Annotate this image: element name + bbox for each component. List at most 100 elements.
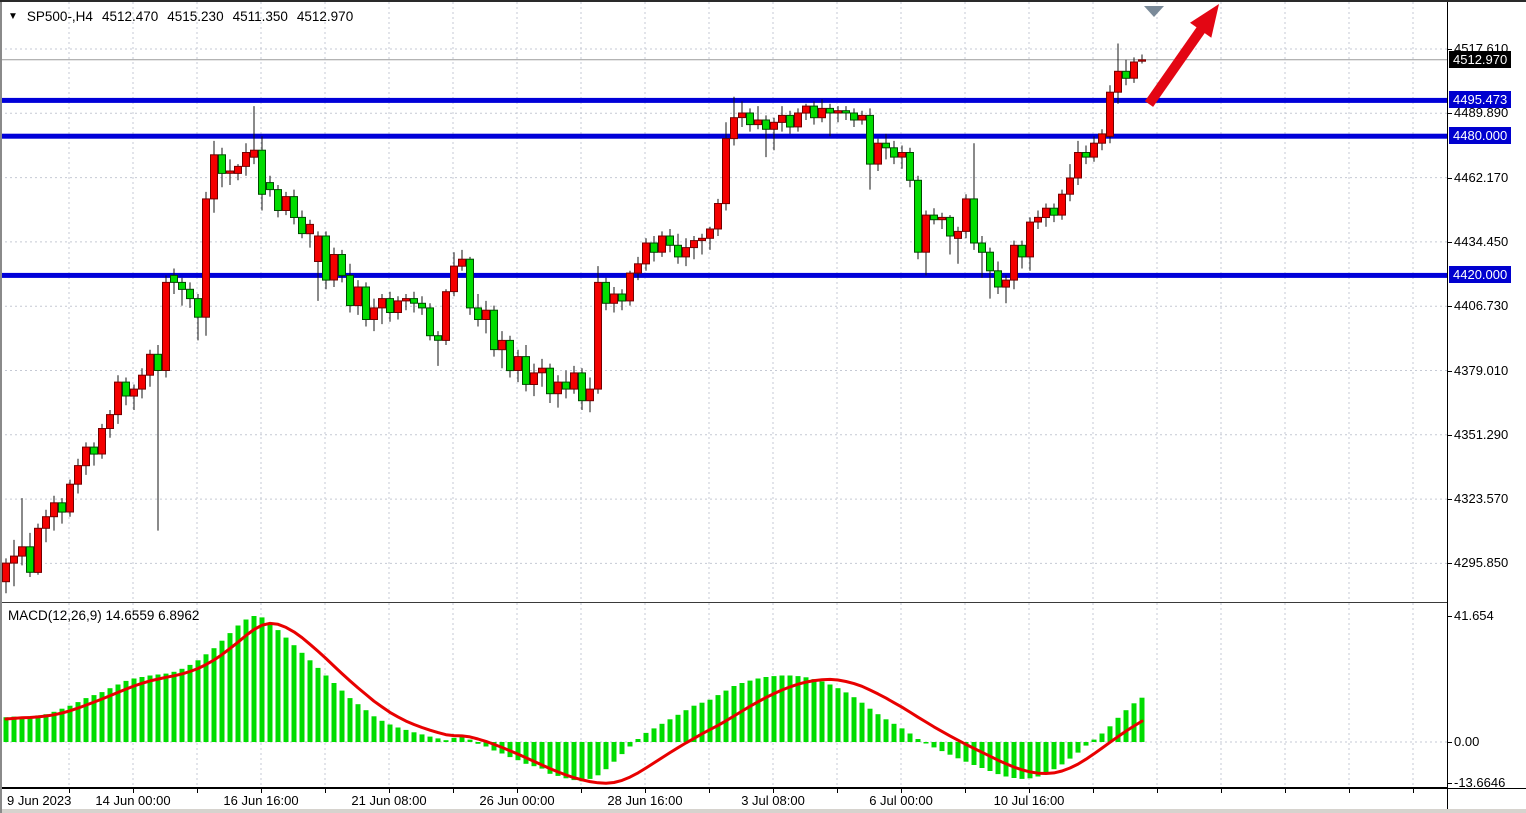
symbol-dropdown-icon[interactable]: ▼ — [8, 11, 18, 22]
candle-bullish — [146, 353, 154, 376]
macd-histogram-bar — [683, 710, 689, 742]
candle-bullish — [402, 298, 410, 302]
macd-axis-label: 41.654 — [1454, 608, 1494, 623]
macd-histogram-bar — [1099, 733, 1105, 742]
candle-bullish — [1138, 59, 1146, 62]
macd-histogram-bar — [851, 697, 857, 742]
symbol-timeframe-label: SP500-,H4 — [26, 9, 93, 24]
macd-histogram-bar — [1019, 742, 1025, 779]
candle-bullish — [34, 527, 42, 573]
candle-bullish — [738, 112, 746, 119]
macd-histogram-bar — [627, 742, 633, 747]
candle-bullish — [858, 114, 866, 121]
macd-histogram-bar — [971, 742, 977, 765]
macd-histogram-bar — [291, 645, 297, 742]
candle-bearish — [418, 302, 426, 309]
main-chart-pane[interactable]: ▼ SP500-,H4 4512.470 4515.230 4511.350 4… — [0, 2, 1447, 603]
candle-bearish — [810, 105, 818, 119]
close-value: 4512.970 — [296, 9, 354, 24]
macd-histogram-bar — [587, 742, 593, 779]
macd-histogram-bar — [1083, 742, 1089, 746]
candle-bearish — [930, 214, 938, 221]
macd-histogram-bar — [171, 671, 177, 742]
price-axis-tick — [1448, 371, 1452, 372]
candle-bearish — [906, 152, 914, 181]
macd-histogram-bar — [939, 742, 945, 752]
candle-bearish — [386, 298, 394, 314]
time-axis-label: 26 Jun 00:00 — [479, 793, 555, 808]
macd-histogram-bar — [243, 619, 249, 742]
candle-bearish — [1122, 70, 1130, 79]
candle-bearish — [890, 147, 898, 158]
candle-bearish — [986, 251, 994, 272]
candle-bearish — [58, 502, 66, 513]
ohlc-info-line: ▼ SP500-,H4 4512.470 4515.230 4511.350 4… — [8, 9, 353, 24]
candle-bearish — [826, 107, 834, 114]
candle-bearish — [178, 281, 186, 290]
candle-bullish — [442, 291, 450, 341]
macd-histogram-bar — [131, 678, 137, 742]
macd-histogram-bar — [1075, 742, 1081, 753]
time-axis-label: 9 Jun 2023 — [7, 793, 72, 808]
time-axis-tick — [1029, 789, 1030, 793]
candle-bearish — [362, 286, 370, 320]
time-axis[interactable]: 9 Jun 2023 14 Jun 00:00 16 Jun 16:00 21 Jun… — [0, 788, 1447, 809]
candle-bullish — [42, 516, 50, 529]
level-price-badge: 4495.473 — [1449, 91, 1512, 108]
candle-bearish — [762, 119, 770, 130]
time-axis-tick — [1349, 789, 1350, 793]
level-price-badge: 4480.000 — [1449, 127, 1512, 144]
macd-histogram-bar — [27, 716, 33, 742]
macd-histogram-bar — [43, 714, 49, 742]
macd-indicator-pane[interactable]: MACD(12,26,9) 14.6559 6.8962 — [0, 603, 1447, 788]
macd-histogram-bar — [667, 719, 673, 742]
candle-bullish — [18, 546, 26, 557]
time-axis-tick — [1413, 789, 1414, 793]
price-axis[interactable]: 4517.610 4489.890 4462.170 4434.450 4406.730… — [1447, 2, 1526, 790]
candle-bearish — [218, 154, 226, 174]
macd-histogram-bar — [1091, 739, 1097, 742]
axis-corner — [1447, 788, 1526, 809]
candle-bearish — [978, 242, 986, 253]
time-axis-tick — [197, 789, 198, 793]
macd-axis-label: 0.00 — [1454, 734, 1480, 749]
time-axis-tick — [773, 789, 774, 793]
candle-bearish — [170, 274, 178, 283]
time-axis-label: 3 Jul 08:00 — [741, 793, 805, 808]
macd-histogram-bar — [771, 676, 777, 742]
candle-bearish — [746, 112, 754, 126]
macd-histogram-bar — [363, 710, 369, 742]
macd-histogram-bar — [523, 742, 529, 764]
macd-histogram-bar — [603, 742, 609, 770]
candle-bearish — [602, 281, 610, 304]
macd-histogram-bar — [803, 677, 809, 742]
support-resistance-line — [0, 272, 1447, 278]
macd-histogram-bar — [75, 702, 81, 742]
price-axis-label: 4351.290 — [1454, 427, 1509, 442]
candle-bullish — [874, 142, 882, 165]
macd-chart — [0, 603, 1447, 787]
macd-histogram-bar — [1067, 742, 1073, 759]
macd-histogram-bar — [411, 732, 417, 742]
candle-bearish — [122, 381, 130, 397]
price-axis-label: 4323.570 — [1454, 491, 1509, 506]
candle-bearish — [426, 307, 434, 337]
candle-bullish — [962, 198, 970, 232]
candle-bullish — [770, 121, 778, 130]
macd-histogram-bar — [531, 742, 537, 767]
candlestick-chart — [0, 2, 1447, 602]
price-axis-tick — [1448, 242, 1452, 243]
macd-indicator-label: MACD(12,26,9) 14.6559 6.8962 — [8, 608, 200, 623]
candle-bullish — [698, 237, 706, 242]
candle-bullish — [610, 293, 618, 304]
candle-bearish — [866, 114, 874, 165]
down-triangle-marker — [1144, 6, 1164, 17]
macd-histogram-bar — [67, 705, 73, 742]
time-axis-tick — [1221, 789, 1222, 793]
macd-histogram-bar — [91, 695, 97, 742]
macd-histogram-bar — [643, 732, 649, 742]
candle-bullish — [282, 196, 290, 212]
time-axis-tick — [1157, 789, 1158, 793]
macd-histogram-bar — [931, 742, 937, 748]
macd-histogram-bar — [355, 704, 361, 742]
